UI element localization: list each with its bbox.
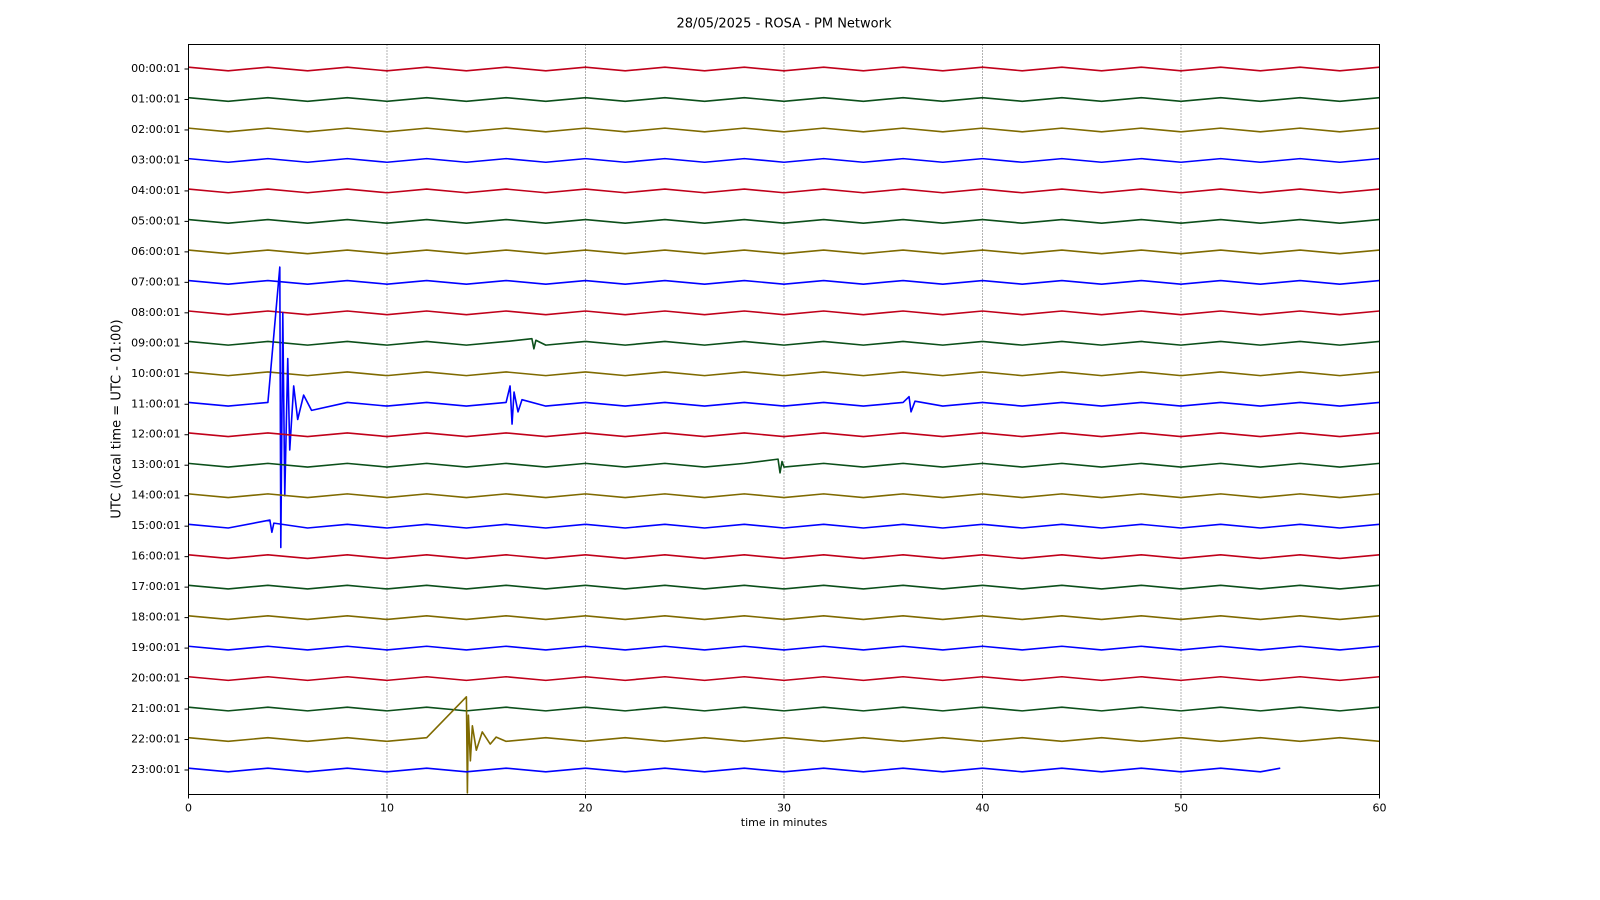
- y-tick-label: 07:00:01: [131, 275, 180, 288]
- y-tick-label: 22:00:01: [131, 733, 180, 746]
- trace: [188, 675, 1380, 682]
- chart-title: 28/05/2025 - ROSA - PM Network: [677, 17, 892, 32]
- trace: [188, 584, 1380, 590]
- trace: [188, 371, 1380, 377]
- trace: [188, 458, 1380, 474]
- y-tick-label: 14:00:01: [131, 489, 180, 502]
- y-tick-label: 11:00:01: [131, 397, 180, 410]
- trace: [188, 66, 1380, 72]
- y-tick-label: 06:00:01: [131, 245, 180, 258]
- x-tick-label: 60: [1373, 802, 1387, 815]
- y-tick-label: 02:00:01: [131, 123, 180, 136]
- y-tick-label: 21:00:01: [131, 702, 180, 715]
- plot-frame: [188, 44, 1380, 795]
- y-tick-label: 01:00:01: [131, 92, 180, 105]
- trace: [188, 96, 1380, 103]
- trace: [188, 279, 1380, 285]
- x-tick-label: 0: [185, 802, 192, 815]
- trace: [188, 432, 1380, 438]
- y-tick-label: 17:00:01: [131, 580, 180, 593]
- y-tick-label: 03:00:01: [131, 153, 180, 166]
- trace: [188, 519, 1380, 534]
- trace: [188, 157, 1380, 164]
- y-tick-label: 10:00:01: [131, 367, 180, 380]
- y-tick-label: 00:00:01: [131, 62, 180, 75]
- x-tick-label: 50: [1174, 802, 1188, 815]
- y-tick-label: 04:00:01: [131, 184, 180, 197]
- trace: [188, 310, 1380, 316]
- trace: [188, 614, 1380, 621]
- x-axis-label: time in minutes: [741, 816, 828, 829]
- y-tick-label: 20:00:01: [131, 672, 180, 685]
- trace: [188, 767, 1281, 773]
- trace: [188, 554, 1380, 560]
- y-tick-label: 15:00:01: [131, 519, 180, 532]
- y-tick-label: 19:00:01: [131, 641, 180, 654]
- y-axis-label: UTC (local time = UTC - 01:00): [110, 319, 125, 518]
- x-tick-label: 30: [777, 802, 791, 815]
- trace: [188, 645, 1380, 651]
- trace: [188, 249, 1380, 255]
- x-tick-label: 10: [380, 802, 394, 815]
- y-tick-label: 08:00:01: [131, 306, 180, 319]
- trace: [188, 218, 1380, 225]
- trace: [188, 188, 1380, 194]
- y-tick-label: 23:00:01: [131, 763, 180, 776]
- y-tick-label: 05:00:01: [131, 214, 180, 227]
- trace: [188, 696, 1380, 794]
- trace: [188, 493, 1380, 499]
- y-tick-label: 13:00:01: [131, 458, 180, 471]
- x-tick-label: 20: [579, 802, 593, 815]
- y-tick-label: 12:00:01: [131, 428, 180, 441]
- y-tick-label: 09:00:01: [131, 336, 180, 349]
- trace: [188, 706, 1380, 712]
- trace: [188, 127, 1380, 133]
- y-tick-label: 16:00:01: [131, 550, 180, 563]
- y-tick-label: 18:00:01: [131, 611, 180, 624]
- trace: [188, 337, 1380, 350]
- plot: 0 10 20 30 40 50 60 00:00:01 01:00:01 02:00:01 03:…: [131, 44, 1387, 815]
- x-tick-label: 40: [976, 802, 990, 815]
